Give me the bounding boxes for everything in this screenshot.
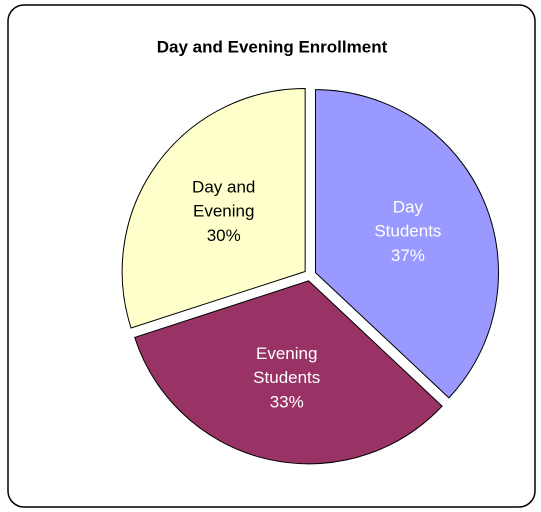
- pie-slice: [121, 87, 306, 329]
- value-label: 37%: [391, 246, 425, 265]
- value-label: 33%: [270, 393, 304, 412]
- pie-slice: [315, 89, 499, 399]
- slice-label: Day and Evening: [192, 178, 255, 221]
- pie-slice: [134, 280, 443, 465]
- slice-label: Evening Students: [253, 345, 320, 388]
- value-label: 30%: [207, 226, 241, 245]
- chart-title: Day and Evening Enrollment: [157, 37, 388, 56]
- slice-label: Day Students: [374, 198, 441, 241]
